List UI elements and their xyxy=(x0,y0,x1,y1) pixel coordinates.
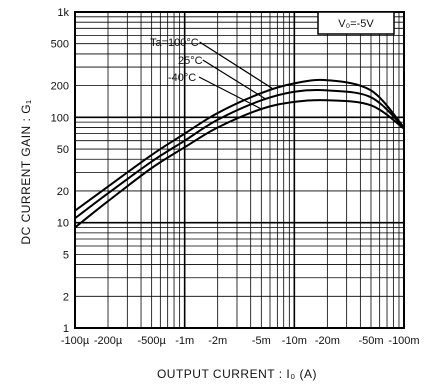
series-label: Ta=100°C xyxy=(150,37,199,49)
x-tick-label: -10m xyxy=(282,335,307,347)
legend-box-frame xyxy=(317,11,395,35)
series-label: 25°C xyxy=(178,55,203,67)
y-tick-label: 50 xyxy=(57,144,69,156)
series-label-leader xyxy=(199,41,275,90)
legend-box-text: V₀=-5V xyxy=(338,18,374,30)
x-tick-label: -50m xyxy=(358,335,383,347)
y-tick-label: 20 xyxy=(57,186,69,198)
series-label-leader xyxy=(202,59,267,100)
x-tick-label: -2m xyxy=(208,335,227,347)
annotations: Ta=100°C 25°C -40°C xyxy=(150,37,275,110)
x-tick-label: -500µ xyxy=(137,335,166,347)
x-tick-label: -100µ xyxy=(61,335,90,347)
x-axis-title: OUTPUT CURRENT : I₀ (A) xyxy=(157,367,317,381)
y-tick-label: 200 xyxy=(51,81,69,93)
series-line xyxy=(74,88,405,220)
legend-box: V₀=-5V xyxy=(317,11,395,35)
y-tick-labels: 1 2 5 10 20 50 100 200 500 1k xyxy=(51,7,70,335)
series-line xyxy=(74,78,405,212)
y-tick-label: 10 xyxy=(57,218,69,230)
series-label: -40°C xyxy=(168,72,196,84)
x-tick-label: -100m xyxy=(388,335,419,347)
series-line xyxy=(74,99,405,229)
series-lines xyxy=(74,78,405,229)
x-tick-label: -5m xyxy=(252,335,271,347)
x-tick-labels: -100µ -200µ -500µ -1m -2m -5m -10m -20m -50m -100… xyxy=(61,335,420,347)
y-tick-label: 100 xyxy=(51,112,69,124)
y-tick-label: 500 xyxy=(51,39,69,51)
y-tick-label: 1k xyxy=(57,7,69,19)
x-tick-label: -200µ xyxy=(94,335,123,347)
major-grid xyxy=(74,12,404,329)
y-tick-label: 1 xyxy=(63,323,69,335)
series-label-leader xyxy=(198,76,262,110)
y-tick-label: 5 xyxy=(63,249,69,261)
plot-frame xyxy=(74,11,405,329)
minor-grid xyxy=(75,12,404,328)
x-tick-label: -20m xyxy=(315,335,340,347)
y-axis-title: DC CURRENT GAIN : G₁ xyxy=(19,99,33,244)
y-tick-label: 2 xyxy=(63,291,69,303)
x-tick-label: -1m xyxy=(175,335,194,347)
